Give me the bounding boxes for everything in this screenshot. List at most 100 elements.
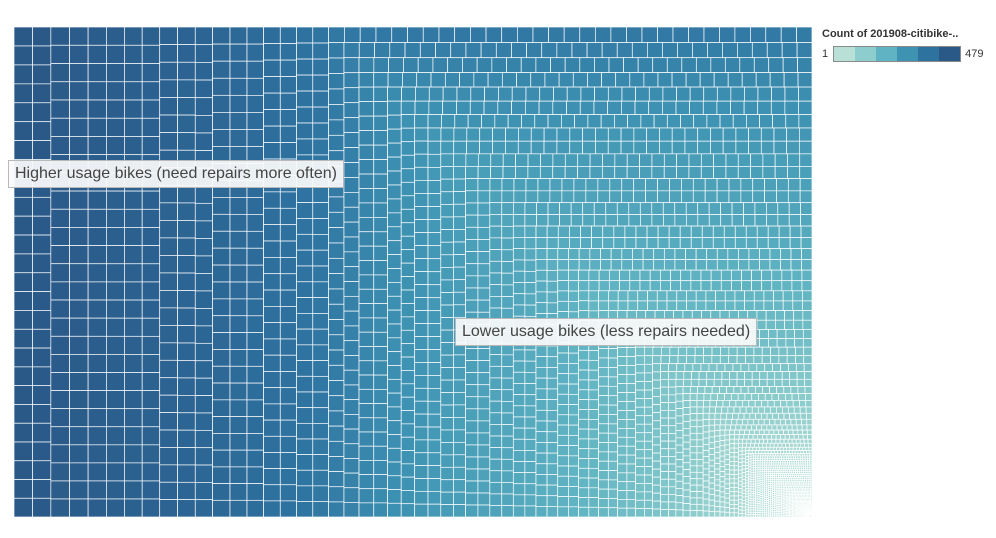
treemap-cell[interactable]: [607, 470, 618, 481]
treemap-cell[interactable]: [643, 432, 653, 442]
treemap-cell[interactable]: [373, 159, 388, 175]
treemap-cell[interactable]: [279, 500, 297, 517]
treemap-cell[interactable]: [373, 374, 388, 390]
treemap-cell[interactable]: [518, 127, 532, 142]
treemap-cell[interactable]: [530, 140, 545, 155]
treemap-cell[interactable]: [87, 27, 107, 46]
treemap-cell[interactable]: [557, 237, 570, 249]
treemap-cell[interactable]: [556, 42, 573, 59]
treemap-cell[interactable]: [527, 166, 541, 179]
treemap-cell[interactable]: [697, 202, 710, 215]
treemap-cell[interactable]: [805, 406, 812, 414]
treemap-cell[interactable]: [745, 498, 749, 503]
treemap-cell[interactable]: [453, 140, 468, 155]
treemap-cell[interactable]: [589, 153, 603, 167]
treemap-cell[interactable]: [501, 389, 514, 402]
treemap-cell[interactable]: [453, 304, 467, 318]
treemap-cell[interactable]: [741, 461, 747, 466]
treemap-cell[interactable]: [557, 475, 569, 487]
treemap-cell[interactable]: [643, 363, 653, 374]
treemap-cell[interactable]: [626, 374, 637, 385]
treemap-cell[interactable]: [159, 290, 178, 309]
treemap-cell[interactable]: [755, 450, 760, 454]
treemap-cell[interactable]: [546, 302, 559, 315]
treemap-cell[interactable]: [660, 478, 669, 488]
treemap-cell[interactable]: [427, 232, 442, 247]
treemap-cell[interactable]: [767, 450, 772, 454]
treemap-cell[interactable]: [756, 310, 767, 321]
treemap-cell[interactable]: [512, 304, 526, 317]
treemap-cell[interactable]: [751, 378, 761, 387]
treemap-cell[interactable]: [440, 127, 455, 142]
treemap-cell[interactable]: [536, 202, 549, 215]
treemap-cell[interactable]: [757, 406, 765, 414]
treemap-cell[interactable]: [465, 444, 479, 458]
treemap-cell[interactable]: [608, 57, 624, 73]
treemap-cell[interactable]: [716, 178, 730, 192]
treemap-cell[interactable]: [312, 218, 329, 235]
treemap-cell[interactable]: [343, 117, 360, 133]
treemap-cell[interactable]: [724, 439, 731, 446]
treemap-cell[interactable]: [578, 248, 591, 260]
treemap-cell[interactable]: [159, 394, 178, 413]
treemap-cell[interactable]: [343, 251, 360, 268]
treemap-cell[interactable]: [312, 202, 329, 219]
treemap-cell[interactable]: [373, 346, 388, 362]
treemap-cell[interactable]: [800, 237, 812, 249]
treemap-cell[interactable]: [690, 280, 702, 292]
treemap-cell[interactable]: [695, 57, 712, 73]
treemap-cell[interactable]: [693, 114, 708, 129]
treemap-cell[interactable]: [589, 248, 601, 260]
treemap-cell[interactable]: [427, 323, 442, 337]
treemap-cell[interactable]: [760, 127, 775, 142]
treemap-cell[interactable]: [229, 43, 248, 62]
treemap-cell[interactable]: [427, 349, 442, 363]
treemap-cell[interactable]: [535, 399, 548, 411]
treemap-cell[interactable]: [778, 455, 782, 459]
treemap-cell[interactable]: [719, 486, 726, 493]
treemap-cell[interactable]: [689, 406, 698, 414]
treemap-cell[interactable]: [229, 433, 248, 451]
treemap-cell[interactable]: [69, 263, 89, 283]
treemap-cell[interactable]: [477, 372, 491, 386]
treemap-cell[interactable]: [750, 453, 754, 457]
treemap-cell[interactable]: [414, 375, 429, 389]
treemap-cell[interactable]: [773, 300, 784, 311]
treemap-cell[interactable]: [780, 363, 789, 372]
treemap-cell[interactable]: [106, 390, 125, 410]
treemap-cell[interactable]: [617, 401, 628, 411]
treemap-cell[interactable]: [757, 455, 761, 459]
treemap-cell[interactable]: [296, 281, 314, 298]
treemap-cell[interactable]: [738, 491, 743, 497]
treemap-cell[interactable]: [477, 360, 491, 374]
treemap-cell[interactable]: [675, 371, 685, 380]
treemap-cell[interactable]: [738, 259, 750, 271]
treemap-cell[interactable]: [577, 153, 591, 167]
treemap-cell[interactable]: [312, 90, 329, 108]
treemap-cell[interactable]: [375, 27, 393, 43]
treemap-cell[interactable]: [106, 317, 125, 337]
treemap-cell[interactable]: [466, 140, 480, 155]
treemap-cell[interactable]: [646, 127, 660, 142]
treemap-cell[interactable]: [524, 271, 537, 283]
treemap-cell[interactable]: [808, 450, 812, 454]
treemap-cell[interactable]: [598, 470, 609, 481]
treemap-cell[interactable]: [194, 499, 213, 517]
treemap-cell[interactable]: [643, 449, 653, 459]
treemap-cell[interactable]: [246, 77, 264, 96]
treemap-cell[interactable]: [738, 509, 743, 514]
treemap-cell[interactable]: [124, 480, 143, 500]
treemap-cell[interactable]: [387, 295, 402, 311]
treemap-cell[interactable]: [561, 114, 575, 129]
treemap-cell[interactable]: [585, 190, 599, 204]
treemap-cell[interactable]: [744, 300, 755, 311]
treemap-cell[interactable]: [786, 140, 800, 155]
treemap-cell[interactable]: [387, 502, 402, 517]
treemap-cell[interactable]: [755, 453, 759, 457]
treemap-cell[interactable]: [513, 190, 527, 204]
treemap-cell[interactable]: [440, 178, 454, 193]
treemap-cell[interactable]: [778, 393, 786, 401]
treemap-cell[interactable]: [124, 63, 143, 83]
treemap-cell[interactable]: [809, 453, 812, 457]
treemap-cell[interactable]: [50, 408, 70, 428]
